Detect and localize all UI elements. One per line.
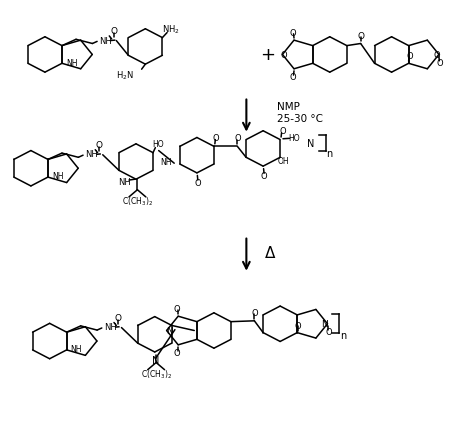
Text: O: O [213,133,219,142]
Text: O: O [234,134,241,143]
Text: n: n [326,149,332,159]
Text: OH: OH [278,157,290,166]
Text: O: O [279,127,286,135]
Text: O: O [174,305,181,314]
Text: NMP
25-30 °C: NMP 25-30 °C [277,102,323,124]
Text: O: O [434,51,440,60]
Text: NH: NH [85,150,98,159]
Text: O: O [174,348,181,357]
Text: HO: HO [288,134,300,143]
Text: N: N [307,138,314,149]
Text: O: O [295,321,301,330]
Text: N: N [321,320,328,328]
Text: C(CH$_3$)$_2$: C(CH$_3$)$_2$ [122,196,153,208]
Text: HO: HO [152,140,164,149]
Text: O: O [437,58,443,67]
Text: O: O [325,327,332,336]
Text: O: O [290,73,296,82]
Text: O: O [251,308,258,317]
Text: O: O [290,29,296,38]
Text: O: O [96,141,103,150]
Text: O: O [261,172,267,181]
Text: O: O [357,32,364,41]
Text: NH: NH [160,158,172,167]
Text: NH: NH [52,172,64,181]
Text: NH: NH [66,58,78,67]
Text: O: O [115,313,122,322]
Text: N: N [152,356,159,366]
Text: O: O [281,51,288,60]
Text: O: O [110,27,117,36]
Text: Δ: Δ [265,245,275,260]
Text: NH: NH [118,177,131,187]
Text: NH: NH [99,37,112,46]
Text: NH$_2$: NH$_2$ [162,23,180,35]
Text: N: N [166,326,173,335]
Text: n: n [340,331,346,340]
Text: NH: NH [71,344,82,353]
Text: NH: NH [104,322,117,331]
Text: C(CH$_3$)$_2$: C(CH$_3$)$_2$ [141,368,172,380]
Text: H$_2$N: H$_2$N [116,69,134,81]
Text: O: O [194,178,201,187]
Text: +: + [260,46,275,64]
Text: O: O [406,52,413,61]
